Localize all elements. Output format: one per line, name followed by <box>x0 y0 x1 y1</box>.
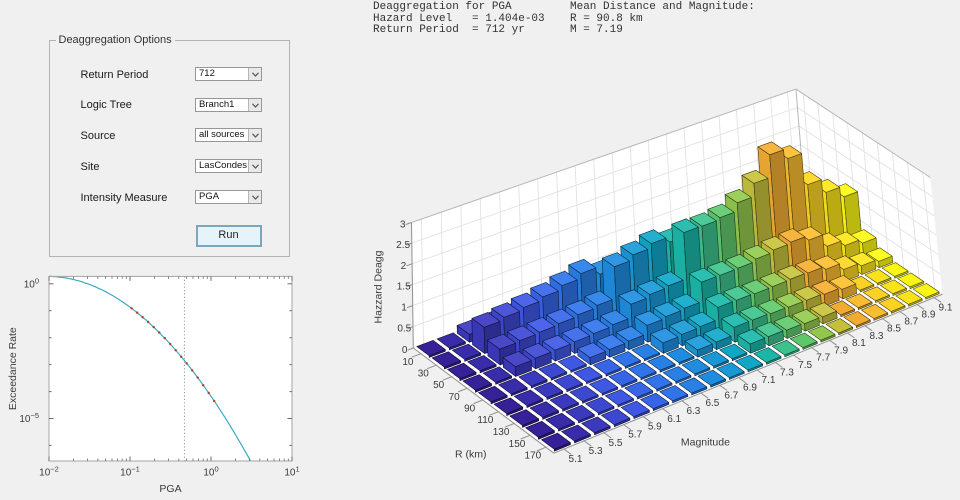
svg-text:5.1: 5.1 <box>569 454 583 465</box>
svg-text:7.3: 7.3 <box>780 368 794 379</box>
svg-text:Magnitude: Magnitude <box>681 436 730 448</box>
svg-text:8.5: 8.5 <box>887 324 901 335</box>
svg-text:5.3: 5.3 <box>589 446 603 457</box>
svg-text:7.7: 7.7 <box>816 353 830 364</box>
svg-text:10−5: 10−5 <box>19 411 39 425</box>
svg-text:6.1: 6.1 <box>667 414 681 425</box>
svg-text:100: 100 <box>203 465 218 479</box>
svg-text:6.7: 6.7 <box>724 390 738 401</box>
svg-text:PGA: PGA <box>159 483 181 495</box>
svg-text:8.3: 8.3 <box>870 331 884 342</box>
svg-text:6.9: 6.9 <box>743 383 757 394</box>
svg-text:100: 100 <box>24 276 39 290</box>
svg-text:8.9: 8.9 <box>922 310 936 321</box>
svg-text:90: 90 <box>464 404 476 415</box>
svg-text:50: 50 <box>433 380 445 391</box>
svg-text:6.3: 6.3 <box>686 406 700 417</box>
svg-text:7.9: 7.9 <box>834 345 848 356</box>
svg-text:3: 3 <box>400 220 406 231</box>
svg-text:7.1: 7.1 <box>762 375 776 386</box>
svg-text:1: 1 <box>401 303 407 314</box>
svg-text:5.5: 5.5 <box>609 438 623 449</box>
svg-text:Hazzard Deagg: Hazzard Deagg <box>373 250 385 323</box>
svg-text:110: 110 <box>477 415 493 426</box>
svg-text:5.9: 5.9 <box>648 422 662 433</box>
svg-text:170: 170 <box>525 451 542 462</box>
svg-text:7.5: 7.5 <box>798 360 812 371</box>
svg-text:8.7: 8.7 <box>904 317 918 328</box>
svg-text:10−2: 10−2 <box>39 465 59 479</box>
svg-text:30: 30 <box>418 369 430 380</box>
svg-text:130: 130 <box>493 427 510 438</box>
svg-text:Exceedance Rate: Exceedance Rate <box>7 327 19 410</box>
svg-text:101: 101 <box>284 465 299 479</box>
svg-text:10: 10 <box>402 357 414 368</box>
svg-text:2.5: 2.5 <box>396 240 410 251</box>
svg-text:9.1: 9.1 <box>939 303 953 314</box>
svg-text:150: 150 <box>509 439 526 450</box>
svg-text:10−1: 10−1 <box>120 465 140 479</box>
svg-text:8.1: 8.1 <box>852 338 866 349</box>
svg-text:R (km): R (km) <box>455 449 487 461</box>
svg-text:0: 0 <box>402 345 408 356</box>
svg-text:70: 70 <box>449 392 461 403</box>
svg-text:2: 2 <box>401 261 407 272</box>
svg-text:0.5: 0.5 <box>397 324 411 335</box>
svg-text:1.5: 1.5 <box>397 282 411 293</box>
svg-text:6.5: 6.5 <box>705 398 719 409</box>
svg-text:5.7: 5.7 <box>628 430 642 441</box>
